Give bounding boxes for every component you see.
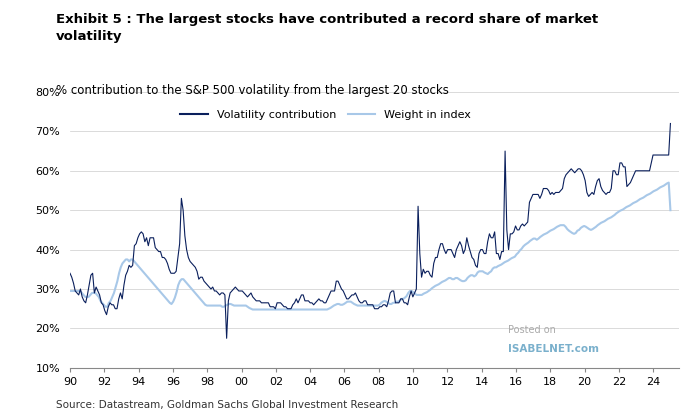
- Text: ISABELNET.com: ISABELNET.com: [508, 344, 599, 354]
- Text: % contribution to the S&P 500 volatility from the largest 20 stocks: % contribution to the S&P 500 volatility…: [56, 84, 449, 97]
- Text: Exhibit 5 : The largest stocks have contributed a record share of market
volatil: Exhibit 5 : The largest stocks have cont…: [56, 13, 598, 43]
- Text: Posted on: Posted on: [508, 325, 556, 335]
- Text: Source: Datastream, Goldman Sachs Global Investment Research: Source: Datastream, Goldman Sachs Global…: [56, 400, 398, 410]
- Legend: Volatility contribution, Weight in index: Volatility contribution, Weight in index: [176, 106, 475, 125]
